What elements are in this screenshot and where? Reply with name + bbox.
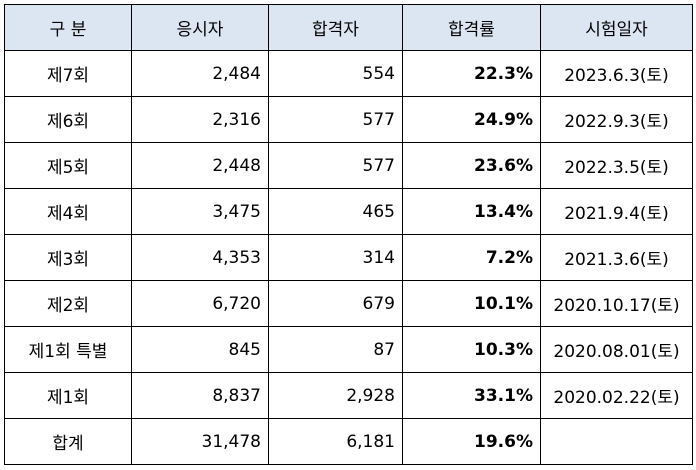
cell-pass-rate: 22.3%	[402, 50, 541, 97]
total-applicants: 31,478	[131, 418, 269, 465]
cell-pass-rate: 10.1%	[402, 280, 541, 327]
cell-round: 제2회	[4, 280, 132, 327]
cell-exam-date: 2022.3.5(토)	[540, 142, 693, 189]
table-row: 제1회 특별 845 87 10.3% 2020.08.01(토)	[4, 326, 693, 373]
cell-passed: 87	[268, 326, 403, 373]
cell-passed: 577	[268, 142, 403, 189]
cell-exam-date: 2023.6.3(토)	[540, 50, 693, 97]
cell-pass-rate: 10.3%	[402, 326, 541, 373]
cell-applicants: 2,484	[131, 50, 269, 97]
cell-applicants: 3,475	[131, 188, 269, 235]
cell-exam-date: 2020.08.01(토)	[540, 326, 693, 373]
table-row: 제1회 8,837 2,928 33.1% 2020.02.22(토)	[4, 372, 693, 419]
cell-exam-date: 2020.02.22(토)	[540, 372, 693, 419]
header-round: 구 분	[4, 4, 132, 51]
cell-round: 제5회	[4, 142, 132, 189]
cell-exam-date: 2021.3.6(토)	[540, 234, 693, 281]
cell-passed: 554	[268, 50, 403, 97]
cell-passed: 577	[268, 96, 403, 143]
total-exam-date	[540, 418, 693, 465]
cell-pass-rate: 33.1%	[402, 372, 541, 419]
cell-pass-rate: 23.6%	[402, 142, 541, 189]
cell-exam-date: 2021.9.4(토)	[540, 188, 693, 235]
cell-round: 제6회	[4, 96, 132, 143]
total-round: 합계	[4, 418, 132, 465]
cell-applicants: 4,353	[131, 234, 269, 281]
cell-passed: 679	[268, 280, 403, 327]
table-row: 제2회 6,720 679 10.1% 2020.10.17(토)	[4, 280, 693, 327]
table-total-row: 합계 31,478 6,181 19.6%	[4, 418, 693, 465]
header-passed: 합격자	[268, 4, 403, 51]
cell-pass-rate: 24.9%	[402, 96, 541, 143]
cell-applicants: 845	[131, 326, 269, 373]
cell-round: 제7회	[4, 50, 132, 97]
header-exam-date: 시험일자	[540, 4, 693, 51]
cell-passed: 2,928	[268, 372, 403, 419]
cell-passed: 314	[268, 234, 403, 281]
cell-round: 제3회	[4, 234, 132, 281]
cell-pass-rate: 7.2%	[402, 234, 541, 281]
cell-pass-rate: 13.4%	[402, 188, 541, 235]
header-pass-rate: 합격률	[402, 4, 541, 51]
total-pass-rate: 19.6%	[402, 418, 541, 465]
total-passed: 6,181	[268, 418, 403, 465]
table-row: 제3회 4,353 314 7.2% 2021.3.6(토)	[4, 234, 693, 281]
cell-applicants: 8,837	[131, 372, 269, 419]
exam-results-table: 구 분 응시자 합격자 합격률 시험일자 제7회 2,484 554 22.3%…	[4, 4, 693, 465]
table-row: 제5회 2,448 577 23.6% 2022.3.5(토)	[4, 142, 693, 189]
cell-round: 제4회	[4, 188, 132, 235]
header-applicants: 응시자	[131, 4, 269, 51]
cell-passed: 465	[268, 188, 403, 235]
cell-exam-date: 2022.9.3(토)	[540, 96, 693, 143]
cell-round: 제1회 특별	[4, 326, 132, 373]
table-row: 제7회 2,484 554 22.3% 2023.6.3(토)	[4, 50, 693, 97]
table-header-row: 구 분 응시자 합격자 합격률 시험일자	[4, 4, 693, 51]
table-row: 제6회 2,316 577 24.9% 2022.9.3(토)	[4, 96, 693, 143]
cell-round: 제1회	[4, 372, 132, 419]
cell-exam-date: 2020.10.17(토)	[540, 280, 693, 327]
cell-applicants: 2,448	[131, 142, 269, 189]
cell-applicants: 6,720	[131, 280, 269, 327]
table-row: 제4회 3,475 465 13.4% 2021.9.4(토)	[4, 188, 693, 235]
cell-applicants: 2,316	[131, 96, 269, 143]
